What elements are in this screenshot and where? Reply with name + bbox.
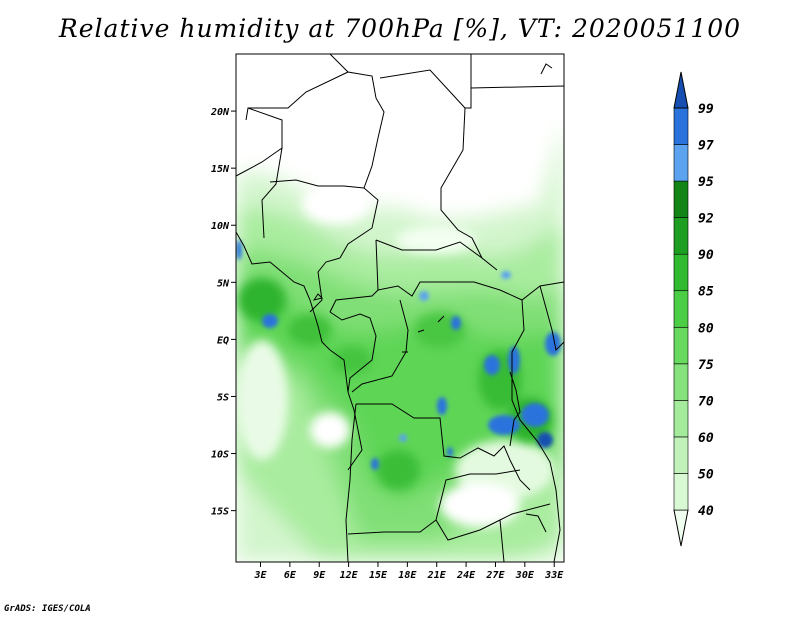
colorbar-label: 50 — [698, 467, 714, 482]
colorbar-label: 95 — [698, 175, 714, 190]
lon-label: 9E — [313, 570, 326, 581]
lat-label: 15N — [211, 164, 230, 175]
humidity-field — [236, 54, 564, 562]
colorbar-segment — [673, 217, 689, 255]
colorbar-label: 75 — [698, 358, 714, 373]
colorbar: 40 50 60 70 75 80 85 90 92 95 97 99 — [673, 71, 714, 547]
colorbar-label: 70 — [698, 394, 714, 409]
colorbar-label: 99 — [698, 102, 714, 117]
lat-label: 5N — [217, 278, 230, 289]
colorbar-label: 92 — [698, 212, 714, 227]
lon-label: 33E — [544, 570, 564, 581]
map-title: Relative humidity at 700hPa [%], VT: 202… — [58, 14, 742, 43]
colorbar-segment — [673, 400, 689, 438]
colorbar-segment — [673, 107, 689, 145]
lon-label: 18E — [398, 570, 417, 581]
lat-label: EQ — [217, 335, 229, 346]
colorbar-segment — [673, 326, 689, 365]
lat-label: 10S — [211, 450, 229, 461]
lon-label: 15E — [369, 570, 388, 581]
lon-label: 21E — [427, 570, 447, 581]
colorbar-label: 60 — [698, 431, 714, 446]
lat-label: 10N — [211, 221, 230, 232]
lon-label: 6E — [284, 570, 297, 581]
colorbar-label: 90 — [698, 248, 714, 263]
colorbar-segment — [673, 253, 689, 292]
lat-label: 20N — [210, 107, 230, 118]
colorbar-label: 40 — [698, 504, 714, 519]
lon-label: 24E — [456, 570, 476, 581]
colorbar-lower-extend — [673, 509, 689, 547]
lon-label: 30E — [515, 570, 535, 581]
colorbar-label: 97 — [698, 139, 714, 154]
colorbar-segment — [673, 180, 689, 218]
colorbar-segment — [673, 290, 689, 328]
credit-text: GrADS: IGES/COLA — [4, 604, 91, 614]
lon-label: 3E — [253, 570, 267, 581]
country-borders — [236, 54, 564, 562]
colorbar-label: 85 — [698, 285, 714, 300]
lon-label: 12E — [340, 570, 359, 581]
colorbar-segment — [673, 473, 689, 511]
lon-label: 27E — [485, 570, 505, 581]
colorbar-segment — [673, 363, 689, 401]
axis-labels: 20N 15N 10N 5N EQ 5S 10S 15S 3E 6E 9E 12E 15E 18E 21E 2… — [210, 107, 564, 581]
colorbar-upper-extend — [673, 71, 689, 109]
colorbar-segment — [673, 436, 689, 474]
lat-label: 5S — [217, 392, 229, 403]
colorbar-segment — [673, 144, 689, 182]
colorbar-label: 80 — [698, 321, 714, 336]
lat-label: 15S — [211, 507, 229, 518]
map-frame — [235, 53, 565, 563]
